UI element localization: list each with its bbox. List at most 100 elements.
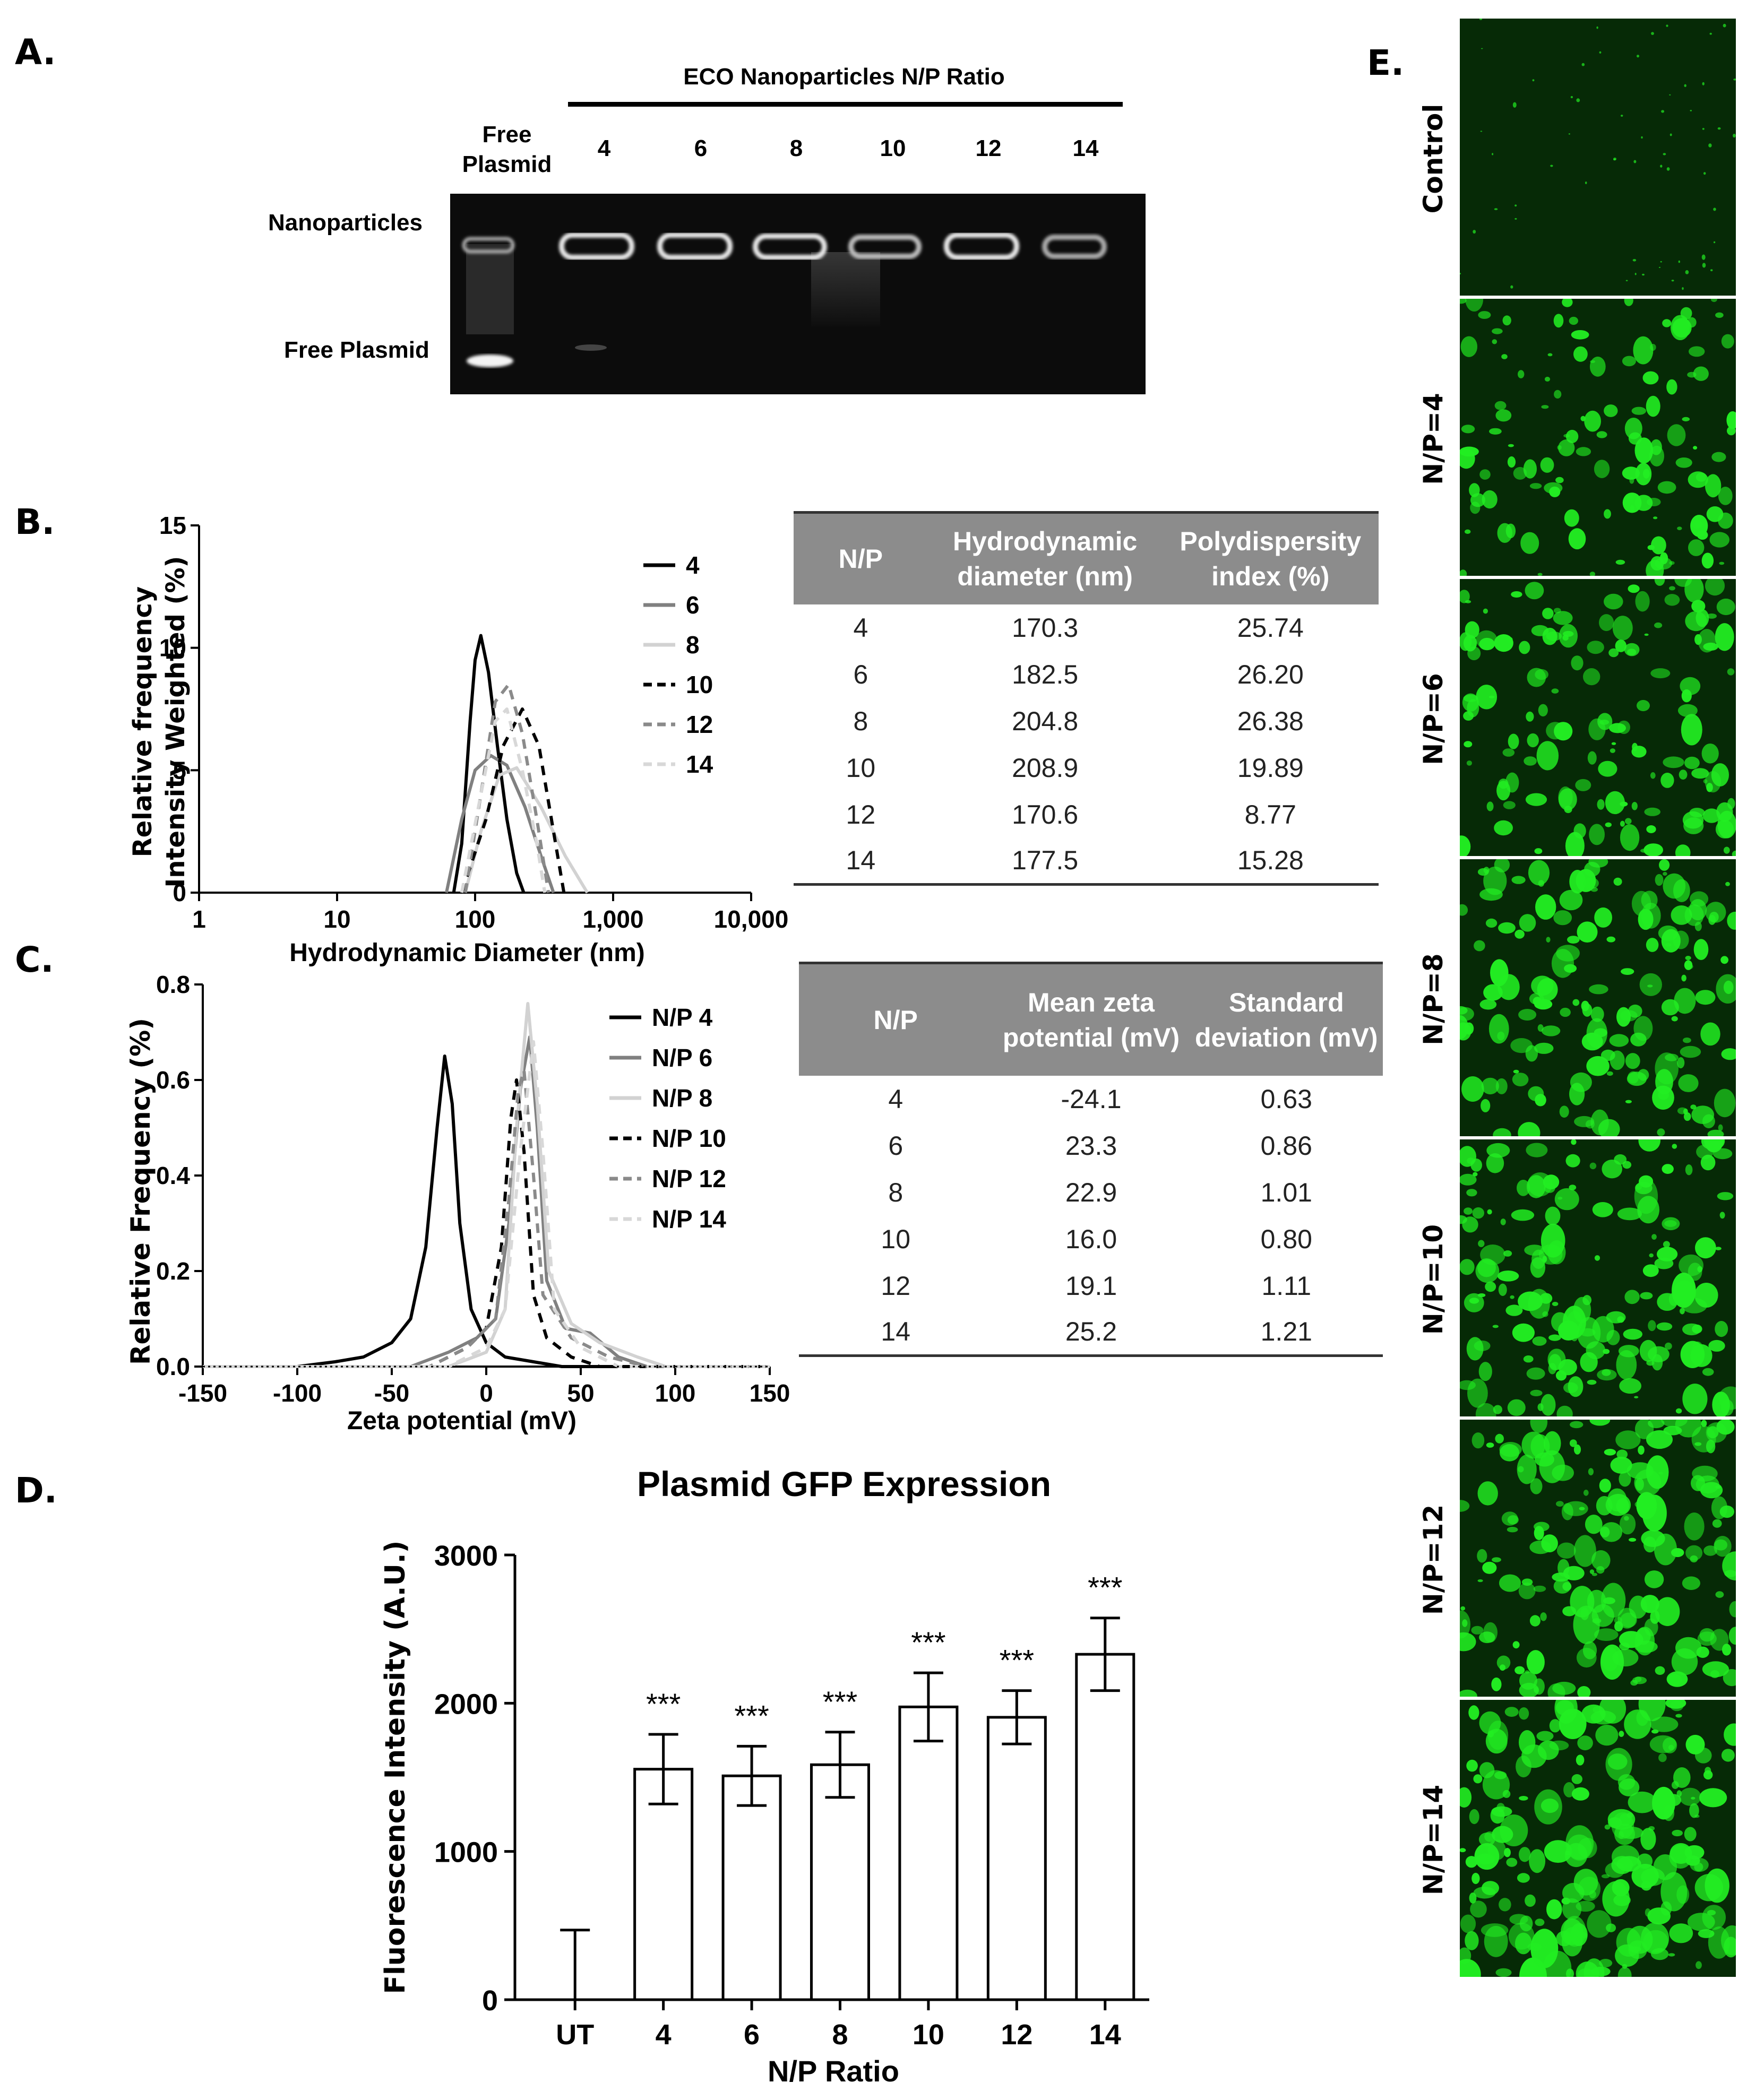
cell-spot: [1531, 625, 1549, 636]
cell-spot: [1591, 1550, 1611, 1570]
cell-spot: [1519, 1671, 1537, 1690]
cell-spot: [1586, 1056, 1610, 1076]
cell-spot: [1478, 1240, 1485, 1247]
cell-spot: [1695, 990, 1716, 1005]
gel-image: [450, 194, 1146, 394]
cell-spot: [1539, 1450, 1565, 1483]
cell-spot: [1569, 316, 1578, 325]
cell-spot: [1624, 299, 1633, 306]
cell-spot: [1495, 409, 1512, 422]
cell-spot: [1629, 1537, 1637, 1542]
cell-spot: [1633, 160, 1637, 163]
cell-spot: [1563, 1916, 1586, 1947]
cell-spot: [1464, 741, 1473, 748]
table-b-cell: 170.3: [1012, 612, 1079, 643]
cell-spot: [1689, 346, 1705, 357]
cell-spot: [1468, 1705, 1479, 1720]
cell-spot: [1562, 299, 1573, 307]
cell-spot: [1634, 273, 1637, 275]
image-background: [1460, 19, 1736, 296]
chart-b-xlabel: Hydrodynamic Diameter (nm): [289, 939, 645, 967]
cell-spot: [1549, 1740, 1569, 1751]
cell-spot: [1535, 1918, 1545, 1926]
cell-spot: [1682, 1576, 1700, 1590]
cell-spot: [1648, 1420, 1665, 1429]
cell-spot: [1685, 270, 1689, 274]
bar: [633, 1768, 694, 2001]
cell-spot: [1569, 870, 1586, 894]
cell-spot: [1581, 1032, 1603, 1051]
cell-spot: [1607, 1753, 1628, 1770]
cell-spot: [1547, 353, 1553, 357]
cell-spot: [1500, 1218, 1506, 1225]
fluorescence-image: [1460, 859, 1736, 1136]
cell-spot: [1691, 1105, 1715, 1124]
x-tick-label: -50: [374, 1379, 409, 1407]
cell-spot: [1493, 1128, 1511, 1136]
panel-label-d: D.: [15, 1470, 57, 1511]
cell-spot: [1529, 483, 1542, 489]
cell-spot: [1682, 287, 1684, 290]
table-c-cell: 0.80: [1260, 1224, 1312, 1254]
panel-c-table: N/P Mean zeta potential (mV) Standard de…: [799, 962, 1383, 1357]
cell-spot: [1695, 1237, 1716, 1259]
cell-spot: [1614, 1154, 1627, 1165]
cell-spot: [1727, 668, 1735, 676]
cell-spot: [1525, 1045, 1538, 1062]
gel-col-label: 6: [694, 135, 708, 161]
cell-spot: [1513, 466, 1527, 480]
x-tick-label: 12: [1001, 2019, 1032, 2051]
cell-spot: [1718, 1124, 1723, 1131]
cell-spot: [1716, 1420, 1735, 1435]
table-c-cell: 23.3: [1065, 1130, 1117, 1161]
cell-spot: [1693, 446, 1698, 450]
cell-spot: [1644, 1570, 1664, 1588]
cell-spot: [1460, 1947, 1471, 1964]
cell-spot: [1481, 1099, 1491, 1112]
cell-spot: [1512, 102, 1517, 108]
cell-spot: [1671, 280, 1674, 282]
gel-col-label: 8: [789, 135, 803, 161]
cell-spot: [1717, 1192, 1734, 1200]
cell-spot: [1481, 1077, 1499, 1095]
cell-spot: [1535, 894, 1556, 920]
cell-spot: [1479, 999, 1497, 1010]
gel-col-label: 12: [975, 135, 1002, 161]
cell-spot: [1723, 23, 1726, 28]
cell-spot: [1648, 1826, 1655, 1831]
gel-col-label: 14: [1072, 135, 1099, 161]
cell-spot: [1647, 984, 1653, 988]
cell-spot: [1641, 891, 1658, 910]
cell-spot: [1684, 1513, 1705, 1541]
cell-spot: [1598, 761, 1617, 777]
cell-spot: [1578, 1877, 1601, 1902]
cell-spot: [1663, 1241, 1670, 1248]
cell-spot: [1672, 318, 1692, 338]
cell-spot: [1663, 153, 1666, 155]
cell-spot: [1546, 1899, 1562, 1920]
cell-spot: [1668, 1953, 1675, 1957]
cell-spot: [1488, 695, 1495, 698]
cell-spot: [1534, 1042, 1554, 1054]
cell-spot: [1640, 1828, 1656, 1851]
significance-marker: ***: [1000, 1644, 1034, 1677]
cell-spot: [1688, 471, 1708, 488]
cell-spot: [1569, 1439, 1577, 1447]
cell-spot: [1460, 1173, 1477, 1186]
cell-spot: [1585, 1515, 1603, 1534]
cell-spot: [1461, 425, 1475, 434]
cell-spot: [1530, 1389, 1543, 1396]
bar: [721, 1774, 782, 2001]
cell-spot: [1594, 1628, 1619, 1641]
cell-spot: [1701, 744, 1719, 764]
cell-spot: [1684, 1827, 1697, 1842]
cell-spot: [1587, 1910, 1612, 1938]
cell-spot: [1486, 1442, 1494, 1448]
cell-spot: [1617, 1967, 1632, 1977]
table-c-cell: 19.1: [1065, 1271, 1117, 1301]
table-c-cell: 0.63: [1260, 1084, 1312, 1114]
cell-spot: [1721, 1749, 1735, 1762]
cell-spot: [1546, 722, 1565, 740]
cell-spot: [1613, 877, 1622, 886]
cell-spot: [1534, 848, 1543, 854]
